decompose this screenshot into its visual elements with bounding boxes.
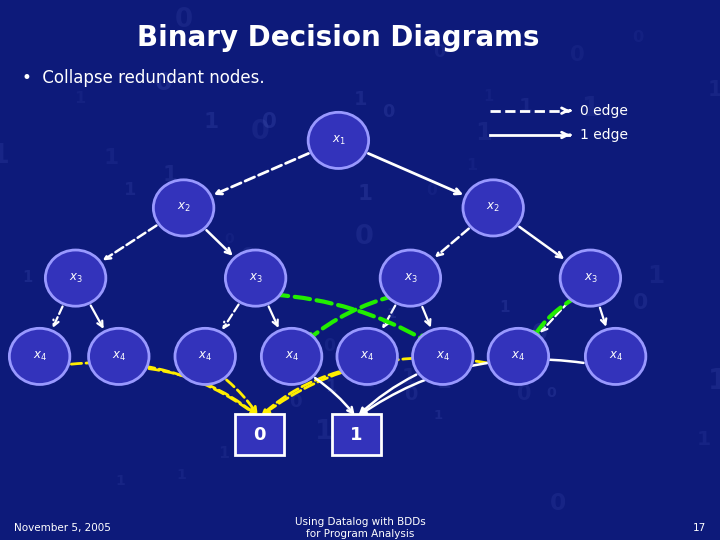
Text: Using Datalog with BDDs
for Program Analysis: Using Datalog with BDDs for Program Anal… — [294, 517, 426, 539]
Text: $x_2$: $x_2$ — [486, 201, 500, 214]
Text: 1: 1 — [315, 419, 333, 445]
Text: 0: 0 — [154, 71, 172, 95]
Text: $x_3$: $x_3$ — [403, 272, 418, 285]
Text: 1: 1 — [361, 372, 374, 391]
Text: 1: 1 — [581, 96, 599, 122]
Text: 1: 1 — [338, 117, 352, 137]
Text: 0: 0 — [368, 327, 384, 352]
Text: 1: 1 — [433, 409, 443, 422]
Text: $x_3$: $x_3$ — [68, 272, 83, 285]
Text: 1: 1 — [115, 474, 125, 488]
Ellipse shape — [9, 328, 70, 384]
Text: $x_4$: $x_4$ — [198, 350, 212, 363]
Text: 1: 1 — [708, 80, 720, 100]
Text: Binary Decision Diagrams: Binary Decision Diagrams — [137, 24, 540, 52]
Text: $x_3$: $x_3$ — [583, 272, 598, 285]
Text: 1: 1 — [467, 158, 477, 173]
Text: 1: 1 — [187, 200, 199, 215]
Ellipse shape — [585, 328, 646, 384]
Text: 1: 1 — [204, 112, 219, 132]
Text: 1: 1 — [402, 368, 416, 388]
Text: $x_4$: $x_4$ — [436, 350, 450, 363]
Text: 0: 0 — [633, 293, 648, 313]
Text: 0: 0 — [433, 43, 445, 60]
Ellipse shape — [308, 112, 369, 168]
Text: 0: 0 — [253, 426, 266, 444]
Ellipse shape — [413, 328, 473, 384]
Text: 1: 1 — [218, 446, 230, 461]
Text: 0: 0 — [570, 45, 585, 65]
Text: 0: 0 — [263, 112, 277, 132]
FancyBboxPatch shape — [235, 415, 284, 455]
Ellipse shape — [89, 328, 149, 384]
Text: 1: 1 — [437, 372, 451, 392]
Text: 1: 1 — [22, 270, 32, 285]
Text: $x_4$: $x_4$ — [112, 350, 126, 363]
Text: 0: 0 — [355, 224, 374, 250]
Ellipse shape — [225, 250, 286, 306]
Ellipse shape — [153, 180, 214, 236]
Text: 1: 1 — [75, 91, 86, 106]
Text: 0: 0 — [426, 184, 437, 199]
Ellipse shape — [380, 250, 441, 306]
Text: 0: 0 — [175, 7, 193, 33]
Text: 1: 1 — [647, 264, 665, 288]
Ellipse shape — [560, 250, 621, 306]
Text: $x_2$: $x_2$ — [176, 201, 191, 214]
Text: 1: 1 — [483, 89, 493, 104]
Text: 1: 1 — [708, 367, 720, 395]
Text: 0 edge: 0 edge — [580, 104, 627, 118]
Text: 1: 1 — [266, 361, 276, 376]
Text: $x_3$: $x_3$ — [248, 272, 263, 285]
Ellipse shape — [45, 250, 106, 306]
Text: 0: 0 — [549, 492, 566, 515]
Text: 1: 1 — [697, 430, 711, 449]
Text: $x_1$: $x_1$ — [331, 134, 346, 147]
Text: $x_4$: $x_4$ — [284, 350, 299, 363]
Text: November 5, 2005: November 5, 2005 — [14, 523, 112, 533]
Ellipse shape — [463, 180, 523, 236]
Text: •  Collapse redundant nodes.: • Collapse redundant nodes. — [22, 69, 264, 87]
Text: 1: 1 — [104, 148, 119, 168]
Text: 1 edge: 1 edge — [580, 128, 628, 142]
Text: 0: 0 — [546, 386, 556, 400]
Text: 1: 1 — [386, 307, 396, 321]
Ellipse shape — [261, 328, 322, 384]
Text: 1: 1 — [357, 184, 372, 204]
FancyBboxPatch shape — [332, 415, 381, 455]
Text: 1: 1 — [163, 165, 178, 185]
Text: 0: 0 — [251, 119, 269, 145]
Text: 1: 1 — [0, 143, 9, 168]
Ellipse shape — [175, 328, 235, 384]
Text: 0: 0 — [241, 247, 256, 267]
Text: 1: 1 — [354, 91, 367, 110]
Text: 0: 0 — [532, 322, 548, 345]
Ellipse shape — [488, 328, 549, 384]
Text: 1: 1 — [518, 97, 532, 116]
Text: 0: 0 — [289, 393, 302, 411]
Text: 1: 1 — [176, 469, 186, 482]
Text: 0: 0 — [323, 338, 336, 355]
Text: 0: 0 — [632, 30, 644, 45]
Ellipse shape — [337, 328, 397, 384]
Text: 1: 1 — [124, 181, 136, 199]
Text: 1: 1 — [350, 426, 363, 444]
Text: 0: 0 — [185, 333, 204, 359]
Text: 1: 1 — [499, 300, 509, 315]
Text: 17: 17 — [693, 523, 706, 533]
Text: 1: 1 — [476, 121, 492, 145]
Text: $x_4$: $x_4$ — [608, 350, 623, 363]
Text: $x_4$: $x_4$ — [360, 350, 374, 363]
Text: $x_4$: $x_4$ — [511, 350, 526, 363]
Text: 0: 0 — [225, 232, 234, 246]
Text: $x_4$: $x_4$ — [32, 350, 47, 363]
Text: 1: 1 — [417, 336, 436, 362]
Text: 0: 0 — [382, 103, 395, 121]
Text: 0: 0 — [517, 384, 531, 404]
Text: 0: 0 — [404, 384, 417, 403]
Text: 1: 1 — [325, 378, 337, 396]
